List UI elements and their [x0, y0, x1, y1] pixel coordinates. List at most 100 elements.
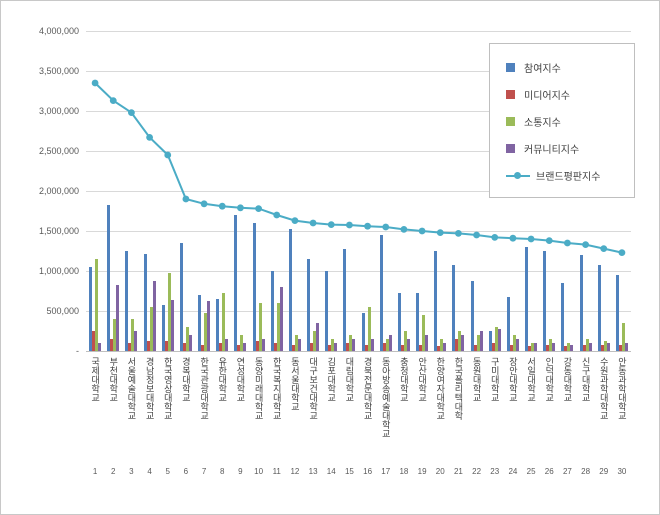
- y-axis-label: 4,000,000: [38, 26, 79, 36]
- bar-미디어지수: [455, 339, 459, 351]
- bar-커뮤니티지수: [406, 339, 410, 351]
- legend-label: 참여지수: [524, 64, 561, 75]
- line-marker: [600, 245, 608, 253]
- bar-미디어지수: [473, 344, 477, 351]
- bar-소통지수: [167, 272, 171, 351]
- line-marker: [200, 200, 208, 208]
- bar-참여지수: [161, 304, 165, 351]
- bar-소통지수: [440, 339, 444, 351]
- category-number: 22: [472, 467, 482, 476]
- bar-커뮤니티지수: [188, 335, 192, 351]
- bar-소통지수: [512, 335, 516, 351]
- category-number: 27: [562, 467, 572, 476]
- bar-참여지수: [252, 223, 256, 351]
- line-marker: [473, 231, 480, 239]
- line-marker: [182, 195, 190, 203]
- line-marker: [509, 234, 517, 242]
- category-label: 강동대학교: [562, 357, 573, 402]
- bar-커뮤니티지수: [388, 335, 392, 351]
- category-label: 동양미래대학교: [253, 357, 264, 420]
- bar-소통지수: [567, 343, 571, 351]
- line-marker: [218, 202, 226, 210]
- bar-소통지수: [549, 339, 553, 351]
- category-label: 수원과학대학교: [598, 357, 609, 420]
- category-number: 21: [453, 467, 463, 476]
- legend-label: 커뮤니티지수: [524, 145, 580, 156]
- legend-item-브랜드평판지수: 브랜드평판지수: [506, 162, 630, 189]
- line-marker: [273, 211, 281, 219]
- bar-참여지수: [615, 275, 619, 351]
- bar-미디어지수: [618, 344, 622, 351]
- bar-미디어지수: [273, 343, 277, 351]
- bar-미디어지수: [328, 344, 332, 351]
- category-label: 인덕대학교: [544, 357, 555, 402]
- line-marker: [545, 237, 553, 245]
- bar-커뮤니티지수: [170, 299, 174, 351]
- bar-소통지수: [294, 335, 298, 351]
- bar-참여지수: [143, 254, 147, 351]
- bar-소통지수: [603, 341, 607, 351]
- y-axis-label: 1,500,000: [38, 226, 79, 236]
- gridline: [86, 271, 631, 272]
- bar-미디어지수: [509, 344, 513, 351]
- bar-커뮤니티지수: [316, 323, 320, 351]
- bar-미디어지수: [400, 344, 404, 351]
- bar-소통지수: [476, 335, 480, 351]
- bar-미디어지수: [201, 344, 205, 351]
- bar-커뮤니티지수: [352, 339, 356, 351]
- bar-커뮤니티지수: [443, 343, 447, 351]
- bar-소통지수: [222, 293, 226, 351]
- category-number: 7: [201, 467, 207, 476]
- bar-커뮤니티지수: [98, 343, 102, 351]
- bar-미디어지수: [219, 343, 223, 351]
- category-number: 6: [183, 467, 189, 476]
- category-number: 17: [381, 467, 391, 476]
- category-number: 13: [308, 467, 318, 476]
- category-number: 8: [220, 467, 225, 476]
- category-number: 19: [417, 467, 427, 476]
- bar-소통지수: [403, 331, 407, 351]
- category-label: 한국관광대학교: [199, 357, 210, 420]
- bar-커뮤니티지수: [207, 301, 211, 351]
- bar-소통지수: [331, 339, 335, 351]
- bar-커뮤니티지수: [243, 343, 247, 351]
- gridline: [86, 31, 631, 32]
- bar-참여지수: [216, 299, 220, 351]
- category-label: 부천대학교: [108, 357, 119, 402]
- category-label: 대림대학교: [344, 357, 355, 402]
- bar-미디어지수: [437, 346, 441, 351]
- legend-item-커뮤니티지수: 커뮤니티지수: [506, 135, 630, 162]
- y-axis-label: 1,000,000: [38, 266, 79, 276]
- bar-미디어지수: [564, 346, 568, 351]
- category-number: 24: [508, 467, 518, 476]
- bar-커뮤니티지수: [588, 343, 592, 351]
- category-number: 28: [581, 467, 591, 476]
- category-number: 18: [399, 467, 409, 476]
- category-number: 16: [363, 467, 373, 476]
- y-axis-label: -: [76, 346, 79, 356]
- category-label: 경남정보대학교: [144, 357, 155, 420]
- bar-소통지수: [149, 307, 153, 351]
- bar-소통지수: [367, 307, 371, 351]
- bar-커뮤니티지수: [515, 339, 519, 351]
- y-axis-label: 500,000: [46, 306, 79, 316]
- bar-소통지수: [131, 319, 135, 351]
- category-number: 26: [544, 467, 554, 476]
- bar-미디어지수: [491, 343, 495, 351]
- category-label: 안동과학대학교: [616, 357, 627, 420]
- y-axis-label: 2,000,000: [38, 186, 79, 196]
- bar-커뮤니티지수: [461, 335, 465, 351]
- category-number: 30: [617, 467, 627, 476]
- category-label: 경북전문대학교: [362, 357, 373, 420]
- bar-미디어지수: [146, 341, 150, 351]
- line-marker: [618, 249, 626, 256]
- bar-커뮤니티지수: [279, 287, 283, 351]
- bar-커뮤니티지수: [606, 343, 610, 351]
- bar-미디어지수: [419, 344, 423, 351]
- category-label: 동원대학교: [471, 357, 482, 402]
- bar-소통지수: [349, 335, 353, 351]
- category-number: 11: [272, 467, 281, 476]
- category-number: 25: [526, 467, 536, 476]
- category-label: 신구대학교: [580, 357, 591, 402]
- category-number: 1: [92, 467, 98, 476]
